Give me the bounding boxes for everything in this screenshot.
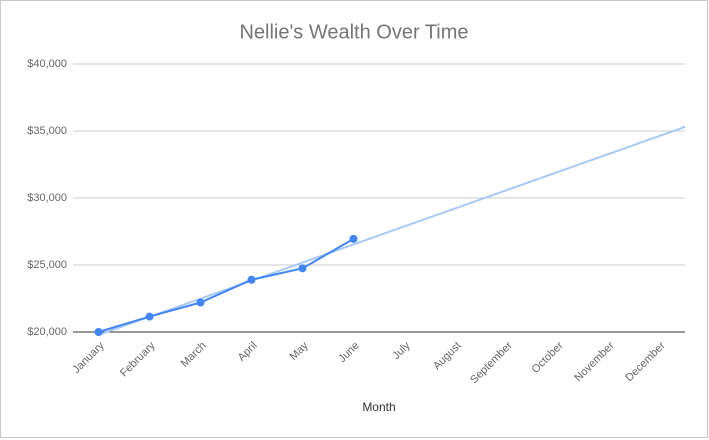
data-point	[94, 328, 103, 336]
y-tick-label: $20,000	[27, 326, 67, 338]
data-point	[247, 275, 256, 284]
y-tick-label: $30,000	[27, 192, 67, 204]
data-point	[298, 264, 307, 273]
y-tick-label: $35,000	[27, 125, 67, 137]
y-tick-label: $40,000	[27, 58, 67, 70]
data-point	[349, 234, 358, 243]
data-point	[196, 298, 205, 307]
chart-title: Nellie's Wealth Over Time	[239, 21, 468, 43]
y-tick-label: $25,000	[27, 259, 67, 271]
series-line	[98, 238, 355, 333]
data-point	[145, 312, 154, 321]
x-axis-label: Month	[362, 400, 395, 414]
